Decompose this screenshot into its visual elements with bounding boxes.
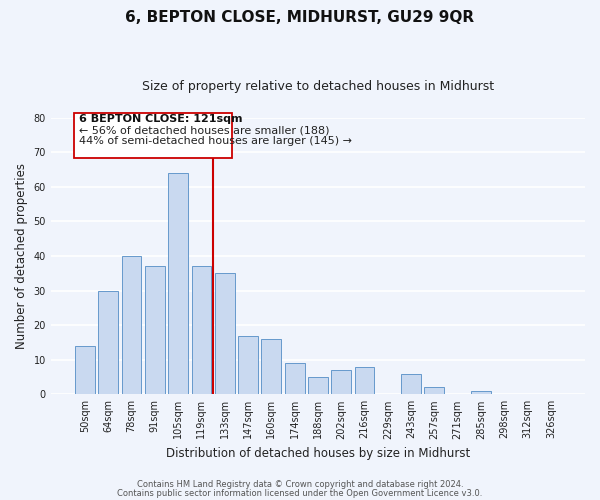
Bar bbox=[75, 346, 95, 395]
Bar bbox=[331, 370, 351, 394]
Bar bbox=[355, 366, 374, 394]
Bar bbox=[471, 391, 491, 394]
Bar bbox=[168, 173, 188, 394]
Text: 44% of semi-detached houses are larger (145) →: 44% of semi-detached houses are larger (… bbox=[79, 136, 352, 146]
Y-axis label: Number of detached properties: Number of detached properties bbox=[15, 163, 28, 349]
X-axis label: Distribution of detached houses by size in Midhurst: Distribution of detached houses by size … bbox=[166, 447, 470, 460]
Text: 6 BEPTON CLOSE: 121sqm: 6 BEPTON CLOSE: 121sqm bbox=[79, 114, 242, 124]
Bar bbox=[285, 363, 305, 394]
Text: Contains public sector information licensed under the Open Government Licence v3: Contains public sector information licen… bbox=[118, 488, 482, 498]
Bar bbox=[98, 290, 118, 395]
Bar bbox=[145, 266, 165, 394]
Bar bbox=[122, 256, 142, 394]
Bar bbox=[424, 388, 444, 394]
Bar bbox=[238, 336, 258, 394]
Title: Size of property relative to detached houses in Midhurst: Size of property relative to detached ho… bbox=[142, 80, 494, 93]
Bar bbox=[308, 377, 328, 394]
Text: Contains HM Land Registry data © Crown copyright and database right 2024.: Contains HM Land Registry data © Crown c… bbox=[137, 480, 463, 489]
Text: 6, BEPTON CLOSE, MIDHURST, GU29 9QR: 6, BEPTON CLOSE, MIDHURST, GU29 9QR bbox=[125, 10, 475, 25]
Bar bbox=[401, 374, 421, 394]
Bar bbox=[191, 266, 211, 394]
FancyBboxPatch shape bbox=[74, 112, 232, 158]
Bar bbox=[262, 339, 281, 394]
Text: ← 56% of detached houses are smaller (188): ← 56% of detached houses are smaller (18… bbox=[79, 126, 329, 136]
Bar bbox=[215, 274, 235, 394]
